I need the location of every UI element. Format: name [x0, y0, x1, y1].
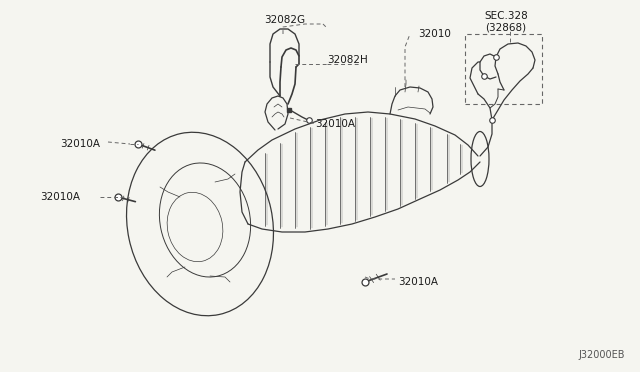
Text: 32010A: 32010A [398, 277, 438, 287]
Text: SEC.328
(32868): SEC.328 (32868) [484, 11, 528, 33]
Text: 32010A: 32010A [60, 139, 100, 149]
Text: 32082H: 32082H [328, 55, 369, 65]
Text: 32082G: 32082G [264, 15, 305, 25]
Text: 32010A: 32010A [315, 119, 355, 129]
Text: J32000EB: J32000EB [579, 350, 625, 360]
Text: 32010: 32010 [418, 29, 451, 39]
Text: 32010A: 32010A [40, 192, 80, 202]
